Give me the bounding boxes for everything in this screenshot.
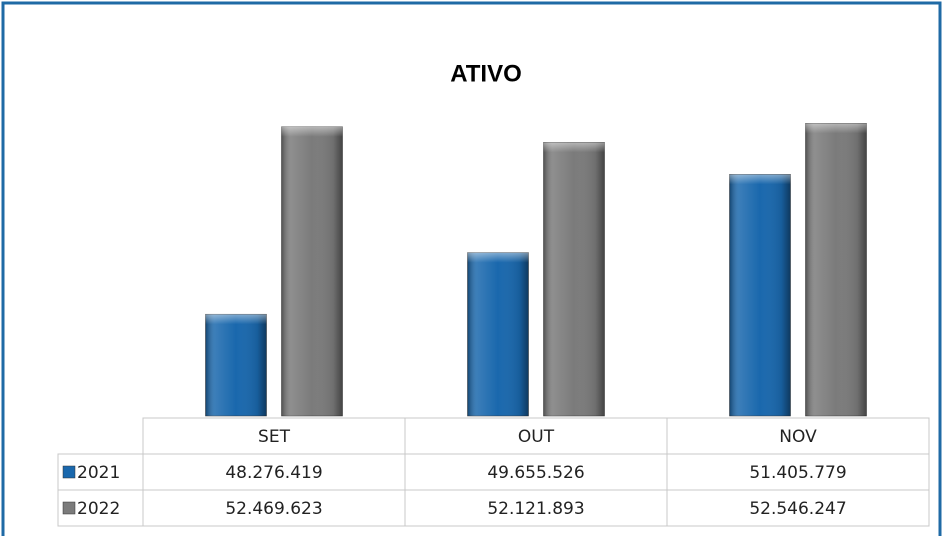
value-label: 52.121.893 <box>487 499 584 519</box>
value-label: 52.546.247 <box>749 499 846 519</box>
bar <box>281 126 343 417</box>
value-label: 49.655.526 <box>487 463 584 483</box>
x-tick-label: SET <box>258 427 291 447</box>
bar <box>467 252 529 417</box>
table-cell <box>666 489 930 527</box>
bar <box>805 123 867 417</box>
legend-label: 2022 <box>77 499 120 519</box>
bar <box>729 174 791 417</box>
value-label: 48.276.419 <box>225 463 322 483</box>
chart-title: ATIVO <box>450 60 522 87</box>
legend-swatch <box>62 465 76 479</box>
value-label: 52.469.623 <box>225 499 322 519</box>
bar <box>543 142 605 417</box>
legend-swatch <box>62 501 76 515</box>
x-tick-label: OUT <box>518 427 555 447</box>
bar <box>205 313 267 417</box>
value-label: 51.405.779 <box>749 463 846 483</box>
x-tick-label: NOV <box>779 427 817 447</box>
legend-label: 2021 <box>77 463 120 483</box>
